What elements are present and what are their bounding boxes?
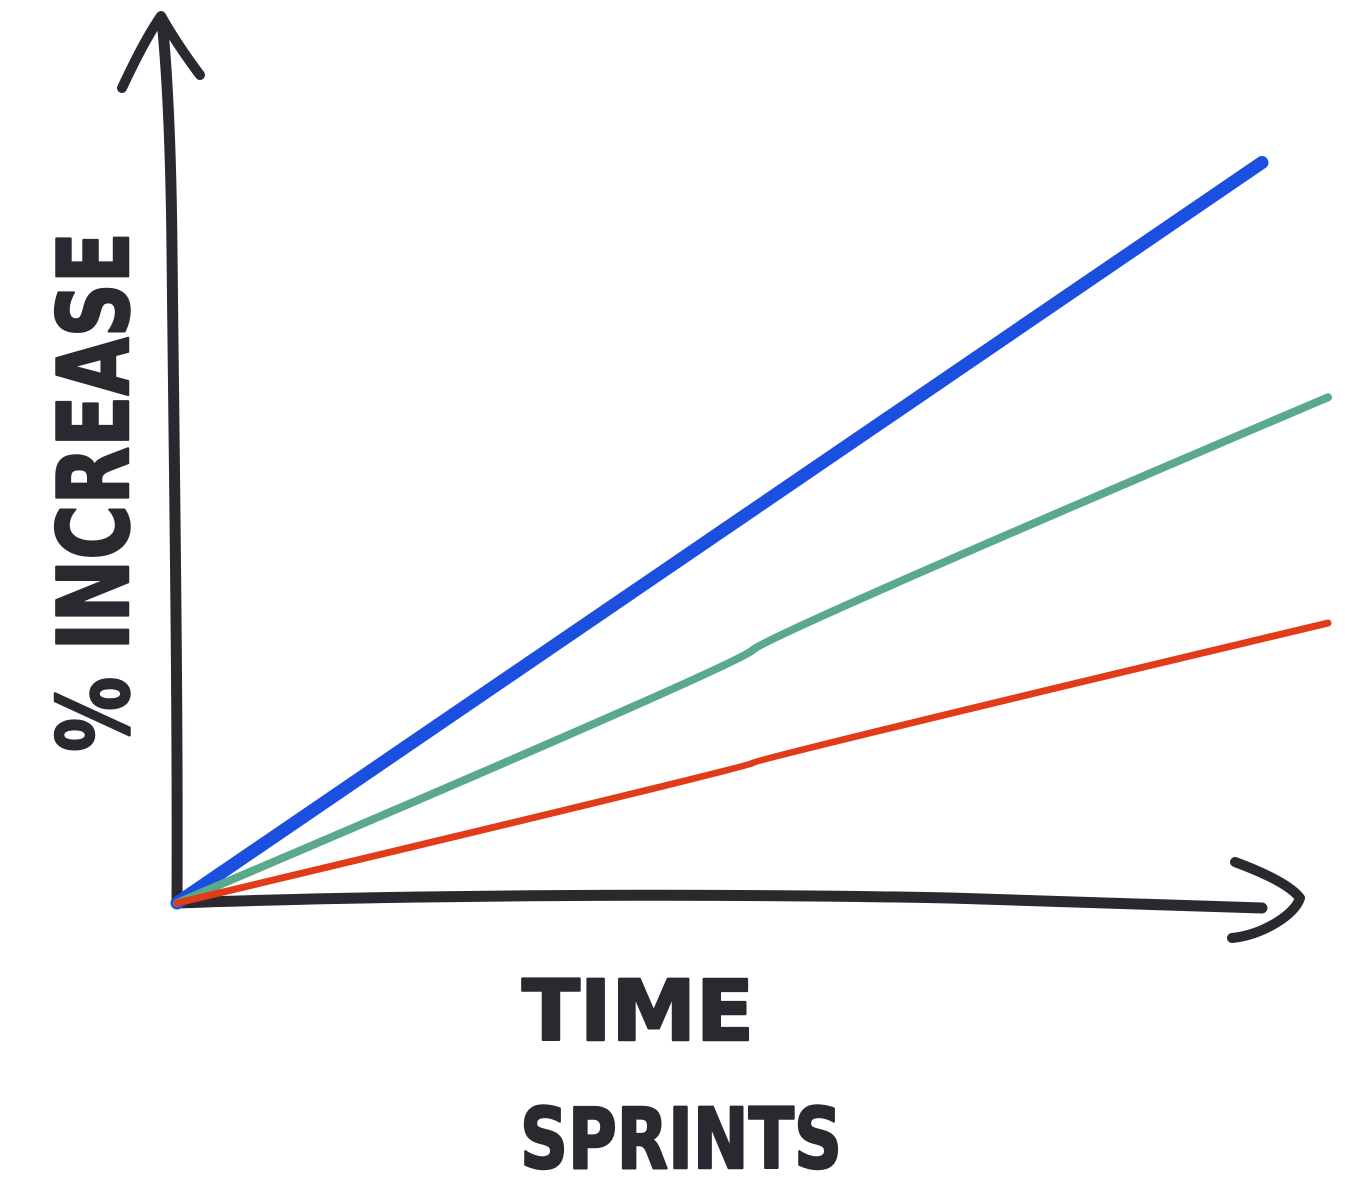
- y-axis-label: % INCREASE: [38, 232, 152, 752]
- x-axis-sublabel: SPRINTS: [520, 1090, 842, 1188]
- series-line-1: [170, 156, 1269, 910]
- y-axis-arrowhead: [117, 11, 205, 93]
- series-line-2: [173, 393, 1332, 907]
- series-group: [170, 156, 1332, 910]
- x-axis-arrowhead: [1227, 857, 1305, 943]
- y-axis: [156, 14, 183, 909]
- x-axis-label: TIME: [522, 962, 754, 1060]
- series-line-3: [173, 619, 1332, 907]
- x-axis: [171, 889, 1268, 914]
